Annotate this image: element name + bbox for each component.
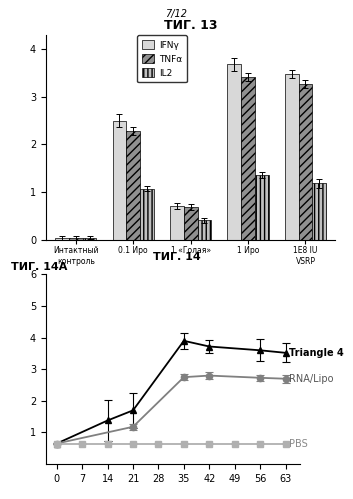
Text: Triangle 4: Triangle 4 [289, 348, 344, 358]
Bar [198, 221, 211, 240]
Bar [126, 131, 140, 240]
Text: ΤИГ. 14: ΤИГ. 14 [152, 252, 201, 262]
Bar [227, 64, 241, 240]
Bar [69, 238, 83, 240]
Text: ΤИГ. 14А: ΤИГ. 14А [11, 262, 67, 272]
Bar [312, 183, 326, 240]
Text: RNA/Lipo: RNA/Lipo [289, 374, 334, 384]
Bar [55, 238, 69, 240]
Bar [285, 74, 299, 240]
Bar [241, 77, 255, 240]
Text: PBS: PBS [289, 439, 308, 449]
Bar [83, 238, 96, 240]
Title: ΤИГ. 13: ΤИГ. 13 [164, 19, 217, 32]
Bar [255, 175, 269, 240]
Bar [184, 207, 198, 240]
Text: 7/12: 7/12 [166, 9, 187, 19]
Bar [113, 121, 126, 240]
Bar [140, 189, 154, 240]
Bar [170, 206, 184, 240]
Legend: IFNγ, TNFα, IL2: IFNγ, TNFα, IL2 [137, 35, 187, 82]
Bar [299, 84, 312, 240]
